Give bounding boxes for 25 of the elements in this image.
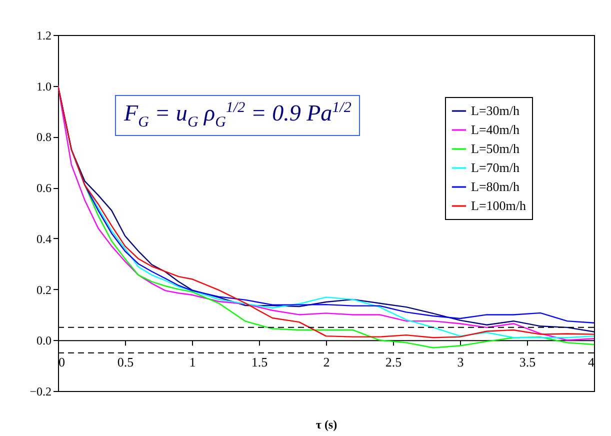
x-axis-title: τ (s): [316, 418, 338, 432]
y-tick-label: 0.6: [36, 181, 52, 196]
legend-label: L=30m/h: [471, 103, 520, 118]
legend-label: L=100m/h: [471, 198, 526, 213]
y-tick-label: 0.2: [36, 282, 52, 297]
y-tick-label: 0.8: [36, 130, 52, 144]
x-tick-label: 0: [58, 354, 65, 370]
text: F$_{G}$ = u$_{G}$ ρ$_{G}$$^{1/2}$ = 0.9 Pa$^{1/2}$: [124, 100, 352, 130]
legend-label: L=80m/h: [471, 179, 520, 194]
legend-label: L=50m/h: [471, 141, 520, 156]
x-tick-label: 0.5: [117, 354, 134, 370]
x-tick-label: 4: [588, 354, 595, 370]
y-tick-label: 0.0: [36, 334, 52, 348]
legend-label: L=70m/h: [471, 160, 520, 175]
legend-label: L=40m/h: [471, 122, 520, 137]
x-tick-label: 1: [189, 354, 196, 370]
y-tick-label: 1.2: [36, 28, 52, 42]
x-tick-label: 2.5: [385, 354, 402, 370]
y-tick-label: −0.2: [30, 384, 52, 398]
x-tick-label: 1.5: [251, 354, 268, 370]
x-tick-label: 2: [323, 354, 330, 370]
x-tick-label: 3: [457, 354, 464, 370]
y-tick-label: 1.0: [36, 79, 52, 94]
x-tick-label: 3.5: [519, 354, 536, 370]
y-tick-label: 0.4: [36, 232, 52, 246]
